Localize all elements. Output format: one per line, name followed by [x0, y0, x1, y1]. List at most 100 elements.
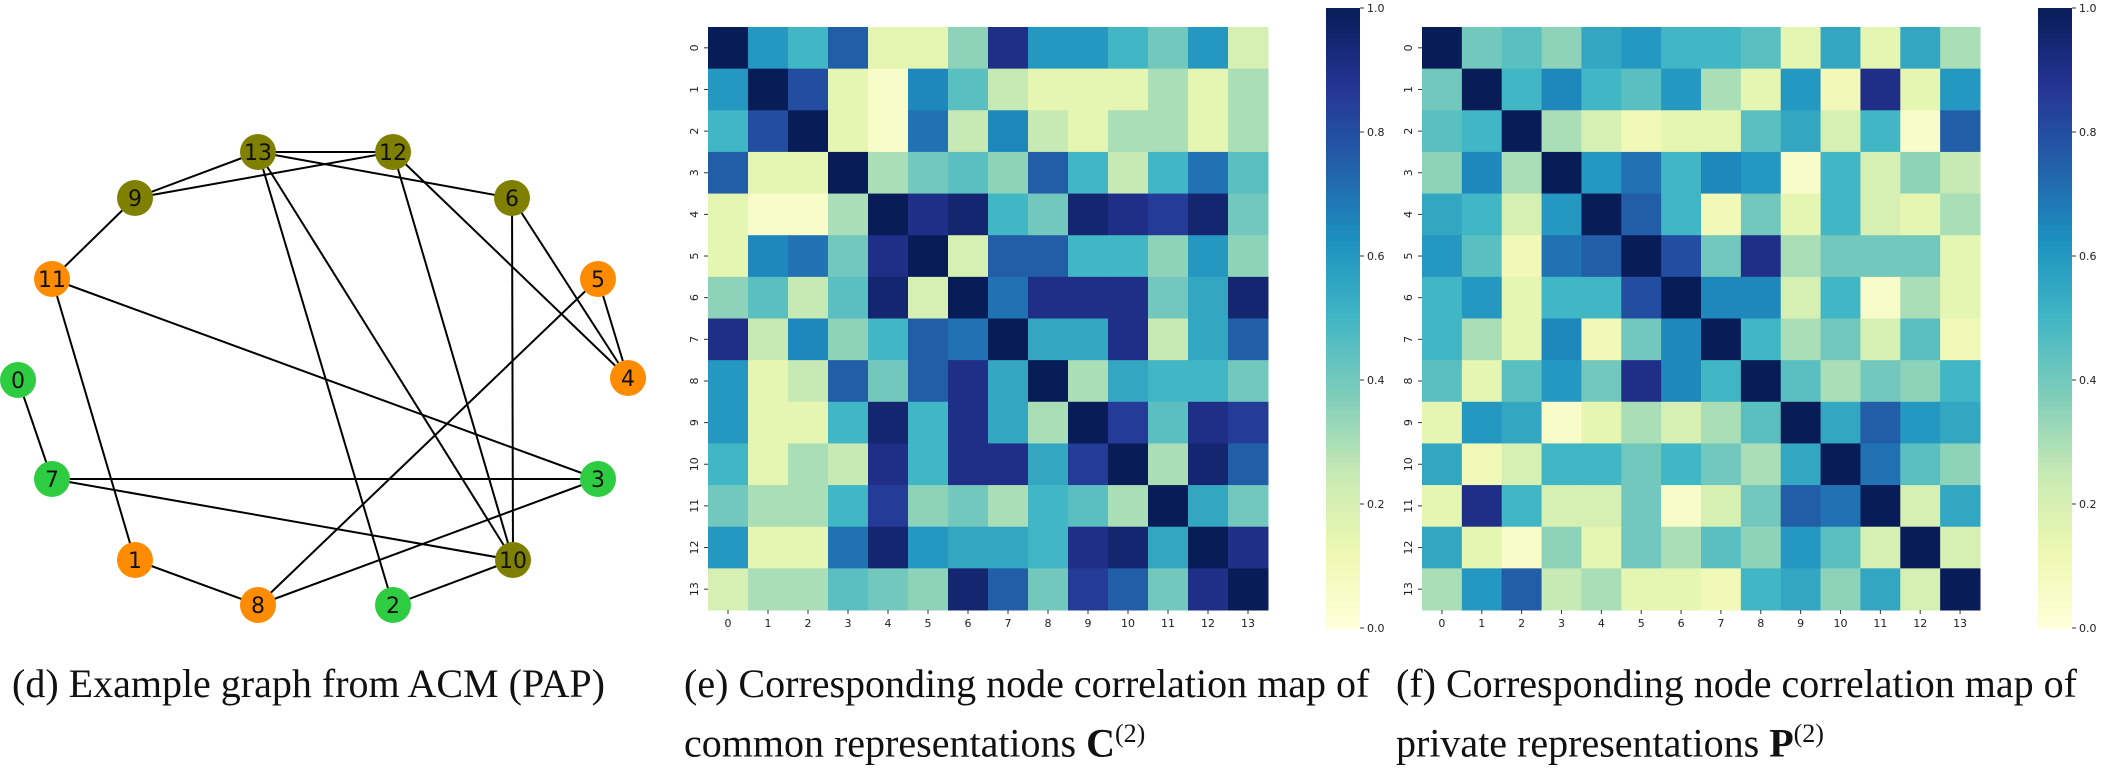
common-heatmap-cell-11-10 — [1108, 485, 1149, 528]
private-heatmap-cell-9-3 — [1541, 401, 1582, 444]
graph-node-circle — [580, 261, 616, 297]
private-heatmap-cell-4-2 — [1501, 193, 1543, 236]
private-heatmap-colorbar-step — [2038, 126, 2072, 133]
private-heatmap: 0011223344556677889910101111121213130.00… — [1402, 2, 2097, 635]
private-heatmap-cell-12-6 — [1661, 526, 1702, 569]
private-heatmap-cell-10-4 — [1581, 443, 1622, 486]
common-heatmap-ytick-9: 9 — [688, 419, 701, 426]
common-heatmap-colorbar-step — [1326, 209, 1360, 216]
private-heatmap-cell-1-1 — [1461, 68, 1503, 111]
common-heatmap-colorbar-step — [1326, 333, 1360, 340]
private-heatmap-cell-12-12 — [1900, 526, 1941, 569]
private-heatmap-cell-5-0 — [1422, 235, 1463, 278]
private-heatmap-cell-0-12 — [1900, 27, 1941, 70]
caption-e-line2: common representations — [684, 720, 1087, 766]
common-heatmap-colorbar-step — [1326, 137, 1360, 143]
common-heatmap-cell-2-3 — [828, 110, 869, 153]
private-heatmap-colorbar-step — [2038, 436, 2072, 443]
common-heatmap-cell-1-12 — [1188, 68, 1229, 111]
private-heatmap-cell-10-5 — [1621, 443, 1662, 486]
private-heatmap-cell-0-4 — [1581, 27, 1622, 70]
common-heatmap-xtick-11: 11 — [1161, 617, 1175, 630]
common-heatmap-cell-0-10 — [1108, 27, 1149, 70]
common-heatmap-colorbar-step — [1326, 178, 1360, 185]
common-heatmap-colorbar-step — [1326, 297, 1360, 304]
common-heatmap-cell-0-4 — [868, 27, 909, 70]
common-heatmap-cell-2-0 — [708, 110, 749, 153]
private-heatmap-cell-9-6 — [1661, 401, 1702, 444]
common-heatmap-colorbar-step — [1326, 245, 1360, 252]
common-heatmap-cell-10-6 — [948, 443, 989, 486]
graph-edge-11-3 — [51, 278, 599, 480]
graph-node-label: 3 — [591, 468, 605, 493]
private-heatmap-cell-1-3 — [1541, 68, 1582, 111]
graph-node-circle — [240, 587, 276, 623]
common-heatmap-colorbar-step — [1326, 261, 1360, 267]
private-heatmap-cell-8-3 — [1541, 360, 1582, 403]
private-heatmap-xtick-13: 13 — [1953, 617, 1967, 630]
common-heatmap-cell-10-5 — [908, 443, 949, 486]
common-heatmap-cell-5-10 — [1108, 235, 1149, 278]
private-heatmap-cell-4-0 — [1422, 193, 1463, 236]
private-heatmap-cell-12-13 — [1940, 526, 1981, 569]
graph-node-circle — [580, 461, 616, 497]
common-heatmap-colorbar-step — [1326, 411, 1360, 417]
graph-node-label: 5 — [591, 268, 605, 293]
common-heatmap-cell-7-11 — [1148, 318, 1189, 361]
common-heatmap-cell-7-13 — [1228, 318, 1269, 361]
common-heatmap-cell-0-9 — [1068, 27, 1109, 70]
common-heatmap-cell-13-2 — [788, 568, 829, 611]
common-heatmap-cell-2-12 — [1188, 110, 1229, 153]
common-heatmap-cell-3-5 — [908, 151, 949, 195]
private-heatmap-colorbar-step — [2038, 307, 2072, 314]
private-heatmap-cell-10-2 — [1501, 443, 1543, 486]
private-heatmap-colorbar-step — [2038, 622, 2072, 629]
common-heatmap-cell-0-11 — [1148, 27, 1189, 70]
private-heatmap-cell-5-12 — [1900, 235, 1941, 278]
common-heatmap-colorbar-step — [1326, 447, 1360, 453]
common-heatmap-cell-2-10 — [1108, 110, 1149, 153]
private-heatmap-cell-0-7 — [1701, 27, 1742, 70]
common-heatmap-cell-10-12 — [1188, 443, 1229, 486]
common-heatmap-cell-0-3 — [828, 27, 869, 70]
common-heatmap-cell-13-6 — [948, 568, 989, 611]
private-heatmap-colorbar-step — [2038, 612, 2072, 619]
private-heatmap-cell-6-6 — [1661, 276, 1702, 319]
common-heatmap-colorbar-step — [1326, 421, 1360, 428]
common-heatmap-cell-5-13 — [1228, 235, 1269, 278]
common-heatmap-cell-7-0 — [708, 318, 749, 361]
private-heatmap-cell-8-6 — [1661, 360, 1702, 403]
common-heatmap-cell-0-0 — [708, 27, 749, 70]
common-heatmap-colorbar-step — [1326, 323, 1360, 329]
graph-node-12: 12 — [375, 134, 411, 170]
common-heatmap-cell-6-7 — [988, 276, 1029, 319]
common-heatmap-colorbar-step — [1326, 235, 1360, 242]
private-heatmap-colorbar-step — [2038, 364, 2072, 371]
common-heatmap-colorbar-step — [1326, 400, 1360, 407]
caption-e-line2-wrap: common representations C(2) — [684, 708, 1145, 769]
common-heatmap-cell-11-11 — [1148, 485, 1189, 528]
private-heatmap-cell-5-8 — [1740, 235, 1782, 278]
private-heatmap-colorbar-step — [2038, 219, 2072, 226]
private-heatmap-colorbar-step — [2038, 276, 2072, 283]
private-heatmap-cell-13-11 — [1860, 568, 1901, 611]
private-heatmap-colorbar-step — [2038, 498, 2072, 505]
common-heatmap-xtick-3: 3 — [845, 617, 852, 630]
private-heatmap-cell-6-10 — [1820, 276, 1861, 319]
private-heatmap-cell-12-1 — [1461, 526, 1503, 569]
private-heatmap-colorbar-step — [2038, 54, 2072, 61]
graph-node-label: 11 — [38, 268, 66, 293]
graph-node-8: 8 — [240, 587, 276, 623]
common-heatmap-colorbar-step — [1326, 436, 1360, 443]
common-heatmap-xtick-12: 12 — [1201, 617, 1215, 630]
common-heatmap-colorbar-step — [1326, 478, 1360, 484]
graph-node-4: 4 — [610, 360, 646, 396]
common-heatmap-colorbar-step — [1326, 106, 1360, 112]
common-heatmap-cell-11-2 — [788, 485, 829, 528]
graph-node-circle — [610, 360, 646, 396]
private-heatmap-cell-7-0 — [1422, 318, 1463, 361]
private-heatmap-ytick-12: 12 — [1402, 541, 1415, 555]
common-heatmap-cell-6-0 — [708, 276, 749, 319]
common-heatmap-colorbar-step — [1326, 8, 1360, 14]
